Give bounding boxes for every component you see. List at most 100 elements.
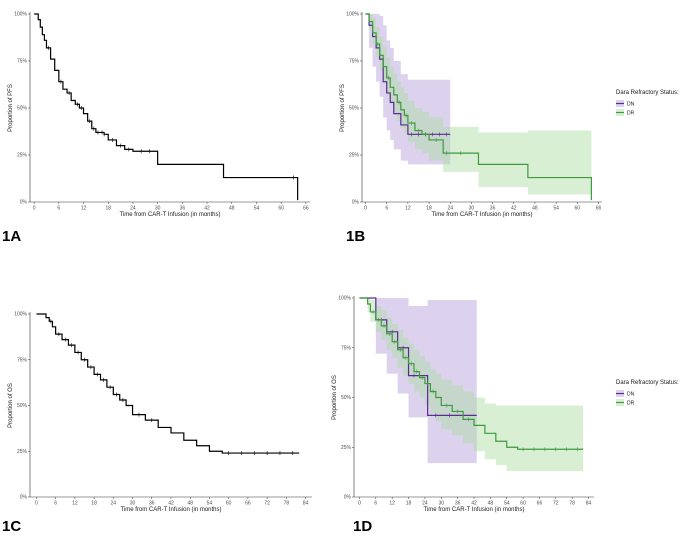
x-tick-label: 48: [532, 206, 538, 212]
x-tick-label: 42: [204, 206, 210, 212]
x-tick-label: 18: [105, 206, 111, 212]
y-tick-label: 0%: [352, 200, 360, 206]
x-tick-label: 24: [130, 206, 136, 212]
x-tick-label: 36: [490, 206, 496, 212]
x-axis-title: Time from CAR-T Infusion (in months): [423, 507, 524, 513]
x-axis-title: Time from CAR-T Infusion (in months): [431, 212, 532, 218]
x-tick-label: 42: [168, 501, 174, 507]
ci-band-dn: [359, 298, 477, 464]
y-axis-title: Proportion of OS: [8, 383, 14, 428]
x-tick-label: 54: [207, 501, 213, 507]
x-tick-label: 54: [553, 206, 559, 212]
x-tick-label: 30: [130, 501, 136, 507]
x-tick-label: 36: [180, 206, 186, 212]
x-tick-label: 6: [54, 501, 57, 507]
x-tick-label: 66: [596, 206, 602, 212]
x-tick-label: 30: [155, 206, 161, 212]
ci-band-dn: [365, 14, 451, 165]
x-tick-label: 36: [149, 501, 155, 507]
x-tick-label: 60: [575, 206, 581, 212]
x-tick-label: 54: [504, 501, 510, 507]
y-tick-label: 100%: [346, 12, 359, 18]
x-tick-label: 12: [72, 501, 78, 507]
survival-line-dr: [365, 13, 593, 201]
y-tick-label: 75%: [341, 345, 352, 351]
x-tick-label: 24: [422, 501, 428, 507]
y-axis-title: Proportion of PFS: [8, 84, 14, 132]
x-tick-label: 24: [447, 206, 453, 212]
x-tick-label: 6: [385, 206, 388, 212]
x-tick-label: 12: [405, 206, 411, 212]
survival-line-all: [36, 313, 300, 454]
x-tick-label: 30: [438, 501, 444, 507]
panel-label: 1A: [2, 228, 21, 245]
legend-title: Dara Refractory Status:: [616, 90, 679, 96]
x-tick-label: 18: [406, 501, 412, 507]
survival-line-all: [34, 13, 299, 201]
panel-1b: 0% 25% 50% 75% 100% 0 6 12 18 24 30 36 42 48 54 60 66 Tim…: [340, 12, 679, 245]
y-axis-title: Proportion of PFS: [340, 84, 346, 132]
x-tick-label: 0: [358, 501, 361, 507]
x-tick-label: 48: [229, 206, 235, 212]
x-tick-label: 6: [57, 206, 60, 212]
panel-1c: 0% 25% 50% 75% 100% 0 6 12 18 24 30 36 42 48 54 60 66 72 7…: [2, 312, 312, 535]
x-tick-label: 66: [245, 501, 251, 507]
x-tick-label: 54: [254, 206, 260, 212]
x-tick-label: 12: [81, 206, 87, 212]
y-tick-label: 75%: [349, 59, 360, 65]
legend-title: Dara Refractory Status:: [616, 380, 679, 386]
panel-1a: 0% 25% 50% 75% 100% 0 6 12 18 24 30 36 42 48 54 60 66 Tim…: [2, 12, 310, 245]
legend-label-dr: DR: [627, 401, 635, 407]
y-tick-label: 100%: [338, 296, 351, 302]
x-tick-label: 84: [303, 501, 309, 507]
x-tick-label: 0: [33, 206, 36, 212]
panel-label: 1C: [2, 518, 21, 535]
y-tick-label: 0%: [344, 495, 352, 501]
x-tick-label: 60: [520, 501, 526, 507]
y-tick-label: 0%: [20, 200, 28, 206]
y-tick-label: 25%: [341, 445, 352, 451]
y-tick-label: 0%: [20, 495, 28, 501]
y-tick-label: 75%: [17, 357, 28, 363]
x-tick-label: 60: [278, 206, 284, 212]
x-tick-label: 84: [586, 501, 592, 507]
x-tick-label: 66: [303, 206, 309, 212]
panel-1d: 0% 25% 50% 75% 100% 0 6 12 18 24 30 36 42 48 54 60 66 72 7…: [332, 296, 679, 535]
legend-label-dn: DN: [627, 102, 635, 108]
x-tick-label: 30: [469, 206, 475, 212]
legend-label-dn: DN: [627, 392, 635, 398]
x-tick-label: 12: [389, 501, 395, 507]
x-tick-label: 36: [455, 501, 461, 507]
x-tick-label: 18: [426, 206, 432, 212]
y-tick-label: 100%: [14, 12, 27, 18]
panel-label: 1B: [346, 228, 365, 245]
x-tick-label: 78: [284, 501, 290, 507]
x-tick-label: 18: [91, 501, 97, 507]
x-tick-label: 72: [264, 501, 270, 507]
y-tick-label: 25%: [17, 153, 28, 159]
y-tick-label: 50%: [17, 106, 28, 112]
x-tick-label: 60: [226, 501, 232, 507]
x-tick-label: 48: [187, 501, 193, 507]
ci-band-dr: [365, 14, 592, 202]
panel-label: 1D: [353, 518, 372, 535]
x-tick-label: 72: [553, 501, 559, 507]
y-tick-label: 100%: [14, 312, 27, 318]
x-tick-label: 6: [374, 501, 377, 507]
x-axis-title: Time from CAR-T Infusion (in months): [120, 507, 221, 513]
x-tick-label: 78: [569, 501, 575, 507]
y-tick-label: 50%: [17, 403, 28, 409]
y-tick-label: 50%: [349, 106, 360, 112]
x-tick-label: 48: [488, 501, 494, 507]
y-tick-label: 25%: [349, 153, 360, 159]
y-tick-label: 75%: [17, 59, 28, 65]
y-axis-title: Proportion of OS: [332, 375, 338, 420]
ci-band-dr: [359, 298, 584, 472]
x-tick-label: 0: [35, 501, 38, 507]
x-tick-label: 42: [511, 206, 517, 212]
y-tick-label: 50%: [341, 395, 352, 401]
legend-label-dr: DR: [627, 111, 635, 117]
x-tick-label: 42: [471, 501, 477, 507]
x-tick-label: 66: [537, 501, 543, 507]
